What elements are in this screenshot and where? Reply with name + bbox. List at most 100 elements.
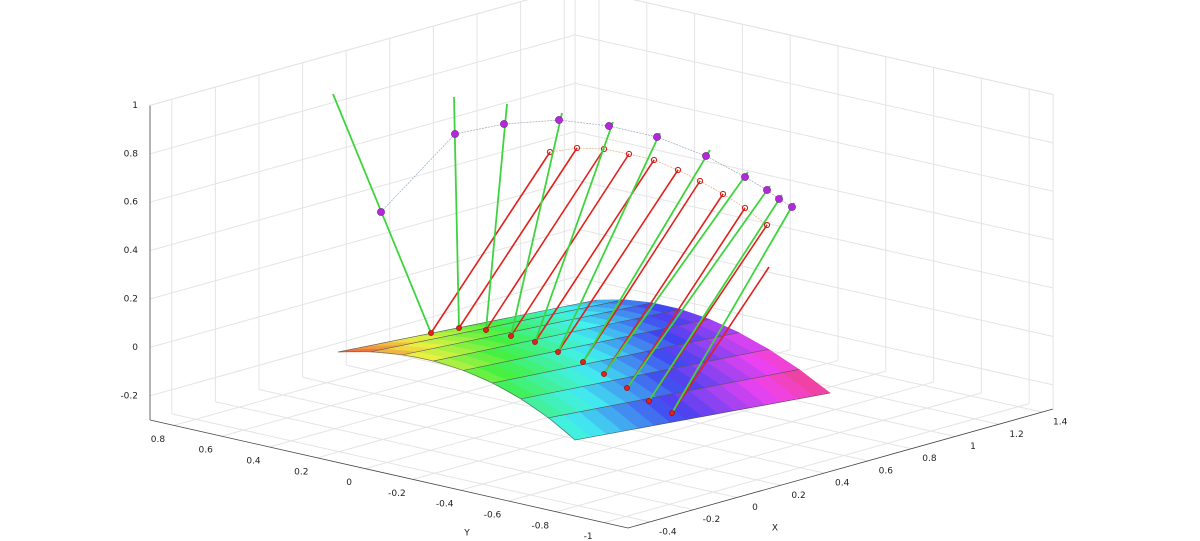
red-vector: [582, 180, 701, 363]
axis-line: [149, 419, 629, 529]
surface-line: [337, 299, 598, 353]
surface-line: [574, 392, 831, 441]
x-tick-label: -0.2: [703, 515, 721, 525]
purple-point: [763, 186, 771, 194]
surface-line: [402, 302, 653, 356]
base-point: [624, 385, 630, 391]
grid-line: [215, 401, 694, 511]
grid-line: [149, 131, 576, 252]
grid-line: [574, 227, 1054, 337]
z-tick-label: 0.2: [124, 295, 138, 305]
grid-line: [149, 276, 576, 397]
axis-line: [627, 408, 1054, 529]
box-line: [632, 0, 1054, 95]
x-tick-label: 0.2: [791, 491, 805, 501]
purple-point: [555, 116, 563, 124]
purple-point: [451, 130, 459, 138]
x-tick-label: 0.6: [879, 466, 894, 476]
green-vector: [603, 171, 749, 375]
grid-line: [149, 227, 576, 348]
grid-line: [258, 389, 738, 498]
grid-line: [302, 376, 781, 486]
red-point: [719, 190, 727, 198]
purple-point: [702, 152, 710, 160]
grid-line: [149, 82, 576, 203]
base-point: [555, 349, 561, 355]
green-vector: [648, 194, 783, 402]
red-point: [674, 166, 682, 174]
x-tick-label: 1.4: [1053, 418, 1068, 428]
red-vector: [671, 266, 770, 414]
red-vector: [485, 148, 605, 331]
purple-point: [500, 120, 508, 128]
red-point: [650, 156, 658, 164]
base-point: [532, 339, 538, 345]
purple-point: [605, 122, 613, 130]
z-tick-label: 1: [132, 101, 138, 111]
x-tick-label: 0: [752, 503, 758, 513]
base-point: [669, 410, 675, 416]
y-tick-label: 0.6: [199, 446, 214, 456]
labels: -0.2 0 0.2 0.4 0.6 0.8 1 -1 -0.8 -0.6 -0.4 -0.2 0 0.2…: [120, 101, 1067, 541]
vectors: [332, 93, 796, 416]
grid-line: [149, 179, 576, 300]
trajectory: [549, 147, 768, 226]
green-vector: [671, 202, 795, 414]
surface-line: [520, 349, 769, 400]
base-point: [483, 327, 489, 333]
surface-line: [433, 309, 681, 362]
x-axis-label: X: [772, 524, 778, 534]
x-tick-label: 1: [970, 442, 976, 452]
surface-edge: [337, 351, 576, 441]
grid-line: [574, 34, 1054, 144]
base-point: [601, 371, 607, 377]
red-vector: [557, 169, 679, 353]
y-tick-label: 0: [346, 478, 352, 488]
red-point: [763, 221, 771, 229]
z-tick-label: -0.2: [120, 391, 138, 401]
z-tick-label: 0.8: [124, 149, 139, 159]
box-line: [149, 0, 529, 106]
red-point: [573, 144, 581, 152]
surface-line: [463, 318, 710, 371]
green-vector: [485, 103, 508, 331]
surface-line: [370, 299, 625, 353]
base-point: [508, 333, 514, 339]
grid-line: [603, 403, 1030, 524]
red-point: [741, 204, 749, 212]
y-tick-label: -0.6: [484, 511, 502, 521]
grid-line: [171, 413, 650, 523]
y-tick-label: 0.4: [246, 457, 261, 467]
green-vector: [626, 185, 771, 389]
base-point: [580, 359, 586, 365]
green-vector: [534, 121, 614, 343]
grid-line: [574, 179, 1054, 289]
x-tick-label: 1.2: [1009, 430, 1023, 440]
x-tick-label: 0.8: [922, 454, 937, 464]
red-vector: [458, 147, 578, 329]
x-tick-label: -0.4: [659, 527, 677, 537]
grid-layer: [149, 0, 1054, 529]
y-tick-label: -1: [584, 532, 593, 541]
green-vector: [582, 149, 711, 363]
grid-line: [149, 34, 576, 155]
z-tick-label: 0.6: [124, 198, 139, 208]
y-tick-label: -0.2: [388, 489, 406, 499]
surface-line: [548, 369, 800, 419]
grid-line: [574, 276, 1054, 386]
purple-point: [377, 208, 385, 216]
base-point: [456, 325, 462, 331]
red-vector: [626, 207, 746, 389]
grid-line: [574, 131, 1054, 241]
y-tick-label: 0.2: [294, 467, 308, 477]
grid-line: [508, 381, 934, 502]
purple-point: [741, 173, 749, 181]
y-tick-label: -0.4: [436, 500, 454, 510]
green-vector: [510, 112, 563, 337]
surface: [337, 299, 831, 441]
purple-point: [775, 195, 783, 203]
red-vector: [430, 151, 551, 334]
purple-point: [788, 203, 796, 211]
